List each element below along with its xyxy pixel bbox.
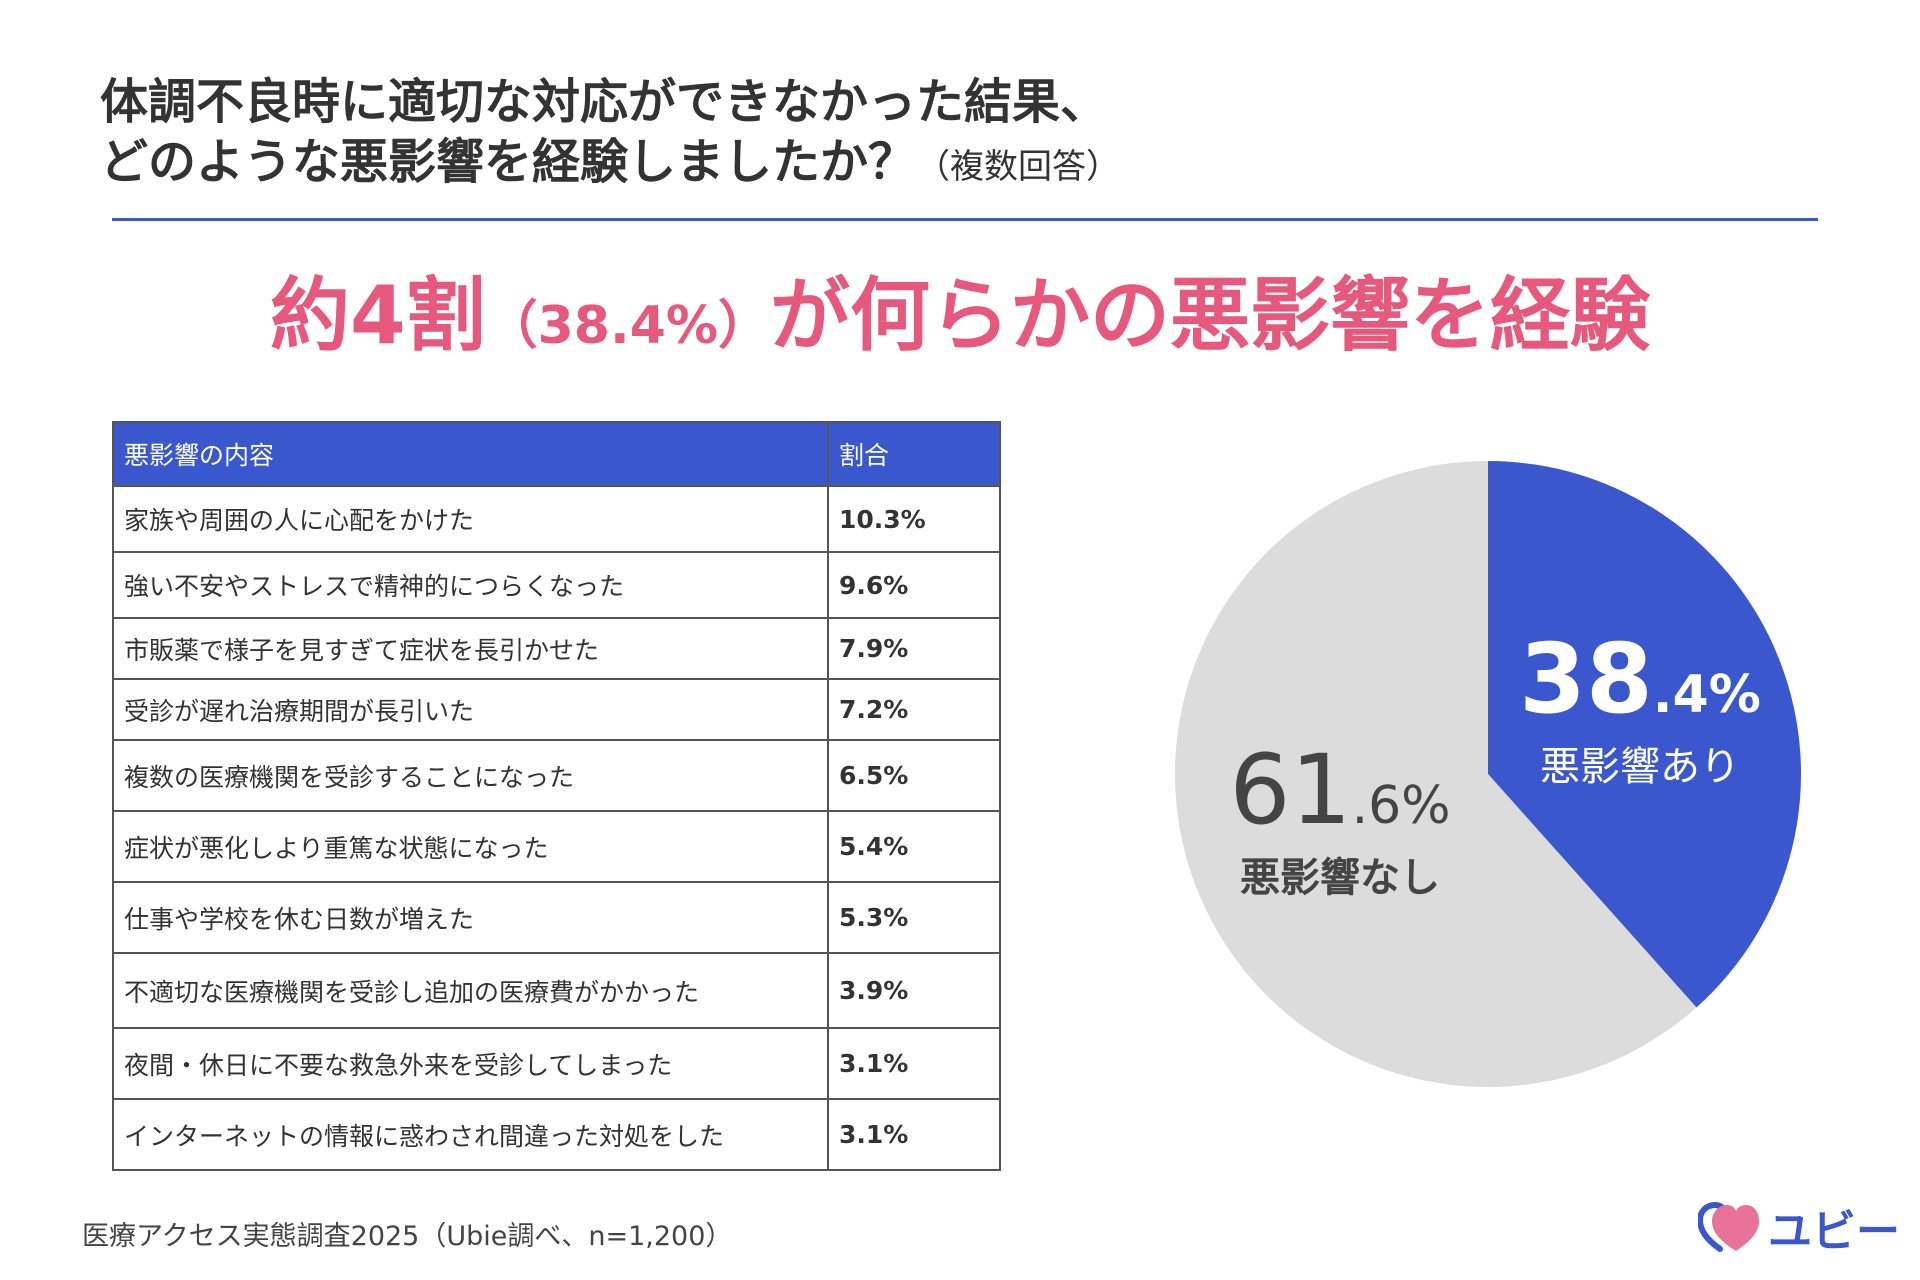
row-label: 受診が遅れ治療期間が長引いた [112,678,829,741]
row-value: 7.2% [827,678,1001,741]
table-row: 症状が悪化しより重篤な状態になった 5.4% [112,810,1001,883]
headline: 約4割（38.4%）が何らかの悪影響を経験 [0,266,1920,376]
row-label: 市販薬で様子を見すぎて症状を長引かせた [112,617,829,680]
logo-text: ユビー [1768,1206,1900,1257]
row-value: 9.6% [827,551,1001,619]
page-title: 体調不良時に適切な対応ができなかった結果、 どのような悪影響を経験しましたか？（… [100,72,1120,197]
row-label: インターネットの情報に惑わされ間違った対処をした [112,1098,829,1171]
pie-value-label: 38.4% [1519,623,1761,735]
header-content: 悪影響の内容 [112,421,829,487]
pie-slice-not-affected [1175,461,1697,1087]
heart-logo-icon [1698,1201,1759,1252]
row-value: 5.3% [827,881,1001,954]
pie-slice-affected [1488,461,1801,1008]
title-divider [112,218,1818,221]
row-value: 6.5% [827,739,1001,812]
row-label: 強い不安やストレスで精神的につらくなった [112,551,829,619]
logo: ユビー [1698,1200,1900,1257]
table-row: 夜間・休日に不要な救急外来を受診してしまった 3.1% [112,1027,1001,1100]
row-value: 5.4% [827,810,1001,883]
row-value: 3.9% [827,952,1001,1029]
table-row: 複数の医療機関を受診することになった 6.5% [112,739,1001,812]
title-line-2-text: どのような悪影響を経験しましたか？ [100,134,917,190]
title-line-1: 体調不良時に適切な対応ができなかった結果、 [100,74,1109,130]
table-row: 受診が遅れ治療期間が長引いた 7.2% [112,678,1001,741]
pie-slice-name: 悪影響あり [1540,744,1740,790]
table-header-row: 悪影響の内容 割合 [112,421,1001,487]
table-row: 強い不安やストレスで精神的につらくなった 9.6% [112,551,1001,619]
source-note: 医療アクセス実態調査2025（Ubie調べ、n=1,200） [82,1221,733,1252]
row-value: 10.3% [827,485,1001,553]
row-label: 夜間・休日に不要な救急外来を受診してしまった [112,1027,829,1100]
table-row: インターネットの情報に惑わされ間違った対処をした 3.1% [112,1098,1001,1171]
title-line-2: どのような悪影響を経験しましたか？（複数回答） [100,132,1120,197]
headline-main-1: 約4割 [269,269,486,362]
row-value: 3.1% [827,1098,1001,1171]
row-value: 3.1% [827,1027,1001,1100]
title-note: （複数回答） [916,147,1121,187]
header-ratio: 割合 [827,421,1001,487]
headline-percent: （38.4%） [485,296,771,356]
table-row: 家族や周囲の人に心配をかけた 10.3% [112,485,1001,553]
row-label: 不適切な医療機関を受診し追加の医療費がかかった [112,952,829,1029]
row-label: 複数の医療機関を受診することになった [112,739,829,812]
table-row: 仕事や学校を休む日数が増えた 5.3% [112,881,1001,954]
row-value: 7.9% [827,617,1001,680]
row-label: 症状が悪化しより重篤な状態になった [112,810,829,883]
table-row: 市販薬で様子を見すぎて症状を長引かせた 7.9% [112,617,1001,680]
pie-value-label: 61.6% [1229,734,1450,846]
row-label: 家族や周囲の人に心配をかけた [112,485,829,553]
table-row: 不適切な医療機関を受診し追加の医療費がかかった 3.9% [112,952,1001,1029]
pie-slice-name: 悪影響なし [1240,855,1440,901]
headline-main-2: が何らかの悪影響を経験 [770,269,1651,362]
row-label: 仕事や学校を休む日数が増えた [112,881,829,954]
effects-table: 悪影響の内容 割合 家族や周囲の人に心配をかけた 10.3% 強い不安やストレスで… [112,421,1001,1171]
